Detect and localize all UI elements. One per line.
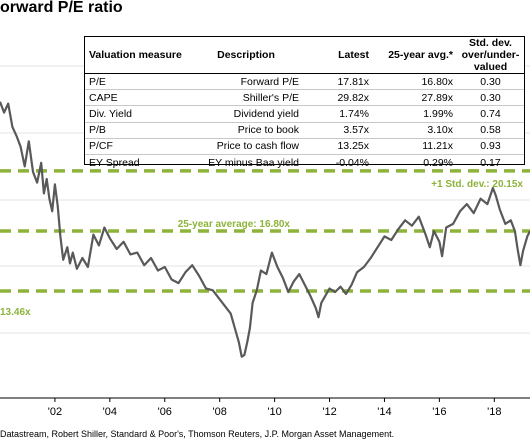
cell-latest: 29.82x [303, 89, 373, 106]
cell-latest: 3.57x [303, 121, 373, 139]
cell-measure: P/CF [85, 137, 189, 155]
cell-description: Price to book [189, 121, 303, 139]
cell-measure: P/E [89, 75, 106, 88]
refline-label-1: 25-year average: 16.80x [178, 219, 291, 230]
x-axis: '02 '04 '06 '08 '10 '12 '14 '16 '18 [0, 397, 530, 418]
cell-description: EY minus Baa yield [189, 153, 303, 171]
x-tick-label-1: '04 [103, 406, 117, 418]
cell-avg: 11.21x [373, 137, 457, 155]
table-row: P/E Forward P/E 17.81x 16.80x 0.30 [85, 74, 524, 90]
cell-std-dev: 0.93 [457, 137, 524, 155]
table-header-row: Valuation measure Description Latest 25-… [85, 37, 524, 74]
table-row: P/CF Price to cash flow 13.25x 11.21x 0.… [85, 137, 524, 155]
header-valuation-measure: Valuation measure [85, 37, 189, 74]
x-tick-label-7: '16 [432, 406, 446, 418]
x-tick-label-8: '18 [487, 406, 501, 418]
cell-measure: Div. Yield [85, 105, 189, 123]
cell-std-dev: 0.30 [480, 75, 501, 88]
cell-std-dev: 0.74 [457, 105, 524, 123]
cell-latest: 1.74% [303, 105, 373, 123]
cell-avg: 27.89x [373, 89, 457, 106]
header-25yr-avg: 25-year avg.* [373, 37, 457, 74]
valuation-table: Valuation measure Description Latest 25-… [84, 36, 525, 171]
table-row: Div. Yield Dividend yield 1.74% 1.99% 0.… [85, 105, 524, 123]
header-std-dev: Std. dev. over/under-valued [457, 37, 524, 74]
source-note: Datastream, Robert Shiller, Standard & P… [0, 429, 395, 439]
cell-measure: P/B [85, 121, 189, 139]
cell-latest: 17.81x [337, 75, 369, 88]
table-row: P/B Price to book 3.57x 3.10x 0.58 [85, 121, 524, 139]
cell-measure: EY Spread [85, 153, 189, 171]
cell-latest: 13.25x [303, 137, 373, 155]
x-tick-label-6: '14 [377, 406, 391, 418]
cell-std-dev: 0.30 [457, 89, 524, 106]
table-row: CAPE Shiller's P/E 29.82x 27.89x 0.30 [85, 89, 524, 106]
x-tick-label-2: '06 [158, 406, 172, 418]
cell-avg: 1.99% [373, 105, 457, 123]
cell-avg: 16.80x [421, 75, 453, 88]
cell-description: Forward P/E [240, 75, 299, 88]
cell-measure: CAPE [85, 89, 189, 106]
x-tick-label-3: '08 [213, 406, 227, 418]
series-line-0 [0, 101, 530, 358]
x-tick-label-0: '02 [48, 406, 62, 418]
header-latest: Latest [303, 37, 373, 74]
x-tick-label-5: '12 [322, 406, 336, 418]
cell-latest: -0.04% [303, 153, 373, 171]
chart-title: orward P/E ratio [0, 0, 123, 16]
table-row: EY Spread EY minus Baa yield -0.04% 0.29… [85, 153, 524, 171]
header-description: Description [189, 37, 303, 74]
x-tick-label-4: '10 [267, 406, 281, 418]
refline-label-2: 13.46x [0, 307, 31, 318]
cell-avg: 3.10x [373, 121, 457, 139]
cell-std-dev: 0.17 [457, 153, 524, 171]
cell-std-dev: 0.58 [457, 121, 524, 139]
reference-lines: +1 Std. dev.: 20.15x 25-year average: 16.… [0, 169, 530, 318]
cell-description: Dividend yield [189, 105, 303, 123]
cell-description: Price to cash flow [189, 137, 303, 155]
cell-avg: 0.29% [373, 153, 457, 171]
series-layer [0, 101, 530, 358]
refline-label-0: +1 Std. dev.: 20.15x [431, 179, 523, 190]
cell-description: Shiller's P/E [189, 89, 303, 106]
